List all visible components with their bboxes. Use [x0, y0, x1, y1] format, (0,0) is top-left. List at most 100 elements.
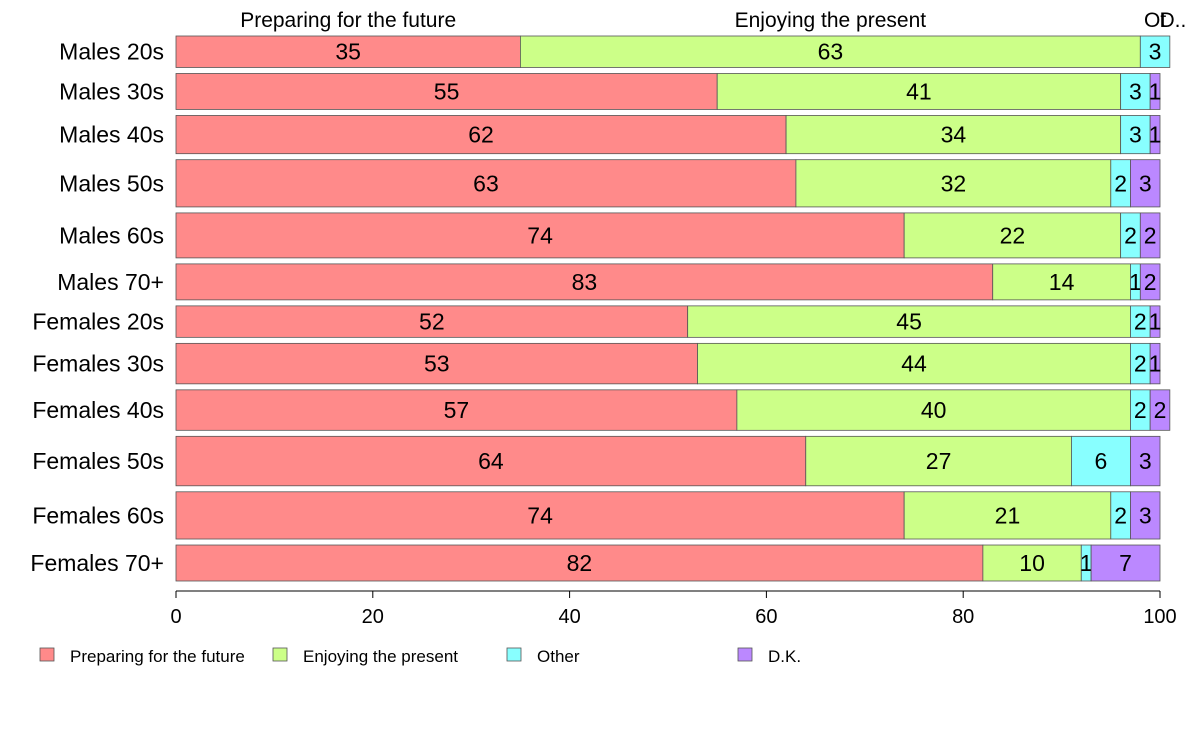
legend-swatch [272, 647, 288, 662]
bar-segment [805, 435, 1072, 487]
bar-segment [175, 544, 984, 582]
legend-label: D.K. [768, 647, 801, 666]
data-label: 22 [1000, 222, 1026, 248]
top-series-label: Ot [1144, 9, 1166, 32]
data-label: 2 [1134, 397, 1147, 423]
category-label: Males 50s [59, 170, 164, 196]
bar-segment [1149, 389, 1171, 431]
data-label: 10 [1019, 550, 1045, 576]
category-label: Females 20s [32, 309, 164, 335]
bar-segment [1130, 435, 1161, 487]
data-label: 2 [1154, 397, 1167, 423]
legend-swatch [506, 647, 522, 662]
bar-segment [175, 305, 689, 338]
data-label: 1 [1149, 351, 1162, 377]
x-tick-label: 80 [952, 606, 974, 628]
category-label: Males 60s [59, 222, 164, 248]
data-label: 41 [906, 78, 932, 104]
top-series-label: D... [1160, 9, 1188, 32]
legend-swatch [39, 647, 55, 662]
data-label: 2 [1124, 222, 1137, 248]
bar-segment [1139, 212, 1161, 259]
data-label: 57 [444, 397, 470, 423]
category-label: Females 30s [32, 351, 164, 377]
bar-segment [175, 389, 738, 431]
bar-segment [1090, 544, 1161, 582]
data-label: 44 [901, 351, 927, 377]
data-label: 64 [478, 448, 504, 474]
bar-segment [687, 305, 1131, 338]
bar-segment [1139, 35, 1171, 68]
bar-segment [903, 212, 1122, 259]
bar-segment [785, 115, 1122, 155]
data-label: 45 [896, 309, 922, 335]
data-label: 74 [527, 502, 553, 528]
data-label: 52 [419, 309, 445, 335]
category-label: Females 70+ [30, 550, 164, 576]
category-label: Males 40s [59, 122, 164, 148]
data-label: 82 [567, 550, 593, 576]
data-label: 2 [1144, 222, 1157, 248]
bar-segment [520, 35, 1141, 68]
data-label: 3 [1129, 78, 1142, 104]
category-label: Females 40s [32, 397, 164, 423]
x-tick-label: 0 [170, 606, 181, 628]
data-label: 32 [941, 170, 967, 196]
category-label: Males 20s [59, 39, 164, 65]
bar-segment [982, 544, 1082, 582]
data-label: 34 [941, 122, 967, 148]
data-label: 1 [1149, 78, 1162, 104]
bar-segment [1149, 342, 1161, 385]
data-label: 27 [926, 448, 952, 474]
data-label: 3 [1139, 502, 1152, 528]
top-labels: Preparing for the future Enjoying the pre… [240, 9, 1188, 32]
x-axis: 0 20 40 60 80 100 [170, 590, 1177, 628]
data-label: 3 [1129, 122, 1142, 148]
bar-segment [175, 342, 698, 385]
bar-segment [1130, 159, 1161, 208]
bar-segment [175, 491, 905, 540]
x-tick-label: 60 [755, 606, 777, 628]
data-label: 21 [995, 502, 1021, 528]
bar-segment [1071, 435, 1131, 487]
top-series-label: Enjoying the present [735, 9, 927, 32]
data-label: 62 [468, 122, 494, 148]
bar-segment [1120, 73, 1151, 110]
x-tick-label: 100 [1143, 606, 1176, 628]
x-tick-label: 20 [362, 606, 384, 628]
x-tick-label: 40 [558, 606, 580, 628]
legend-swatch [737, 647, 753, 662]
data-label: 1 [1080, 550, 1093, 576]
data-label: 2 [1134, 309, 1147, 335]
data-label: 35 [335, 39, 361, 65]
legend-label: Preparing for the future [70, 647, 245, 666]
bar-segment [697, 342, 1131, 385]
legend-label: Other [537, 647, 580, 666]
data-label: 1 [1129, 269, 1142, 295]
data-label: 63 [473, 170, 499, 196]
data-label: 14 [1049, 269, 1075, 295]
data-label: 2 [1144, 269, 1157, 295]
bar-segment [903, 491, 1112, 540]
data-label: 2 [1114, 170, 1127, 196]
data-label: 3 [1149, 39, 1162, 65]
bar-segment [175, 263, 994, 301]
bar-segment [992, 263, 1131, 301]
category-label: Females 50s [32, 448, 164, 474]
bar-segment [1149, 73, 1161, 110]
data-label: 3 [1139, 448, 1152, 474]
bar-segment [175, 159, 797, 208]
category-label: Females 60s [32, 502, 164, 528]
legend: Preparing for the future Enjoying the pre… [39, 647, 801, 666]
data-label: 6 [1095, 448, 1108, 474]
bar-segment [1149, 305, 1161, 338]
category-label: Males 70+ [57, 269, 164, 295]
data-label: 53 [424, 351, 450, 377]
data-label: 2 [1114, 502, 1127, 528]
bar-segment [175, 115, 787, 155]
bar-segment [1130, 491, 1161, 540]
data-label: 74 [527, 222, 553, 248]
bar-segment [736, 389, 1131, 431]
data-label: 63 [818, 39, 844, 65]
